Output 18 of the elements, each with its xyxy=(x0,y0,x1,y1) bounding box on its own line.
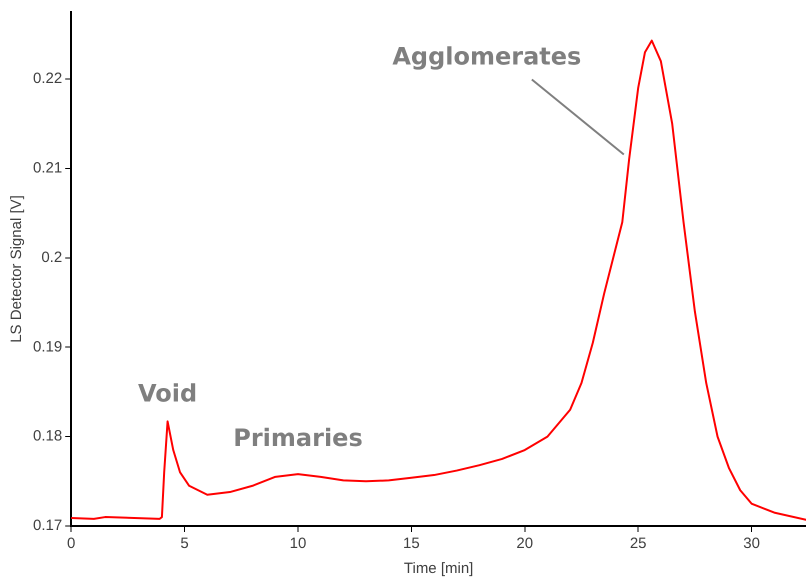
x-tick-label: 5 xyxy=(180,535,189,552)
y-tick-label: 0.19 xyxy=(32,338,62,356)
y-tick-label: 0.22 xyxy=(32,70,62,88)
annotation: Agglomerates xyxy=(392,42,582,70)
y-tick-label: 0.18 xyxy=(32,428,62,445)
x-axis-title: Time [min] xyxy=(404,560,474,578)
y-tick-label: 0.21 xyxy=(32,160,62,177)
x-tick-label: 20 xyxy=(516,535,534,552)
x-tick-label: 30 xyxy=(743,535,760,552)
y-tick-label: 0.17 xyxy=(32,517,62,534)
x-tick-label: 0 xyxy=(67,535,76,552)
annotation: Void xyxy=(138,379,198,408)
x-tick-label: 25 xyxy=(630,535,647,552)
annotation: Primaries xyxy=(233,424,363,452)
x-tick-label: 15 xyxy=(403,535,420,552)
x-tick-label: 10 xyxy=(290,535,306,552)
y-tick-label: 0.2 xyxy=(41,248,62,266)
y-axis-title: LS Detector Signal [V] xyxy=(8,195,26,343)
